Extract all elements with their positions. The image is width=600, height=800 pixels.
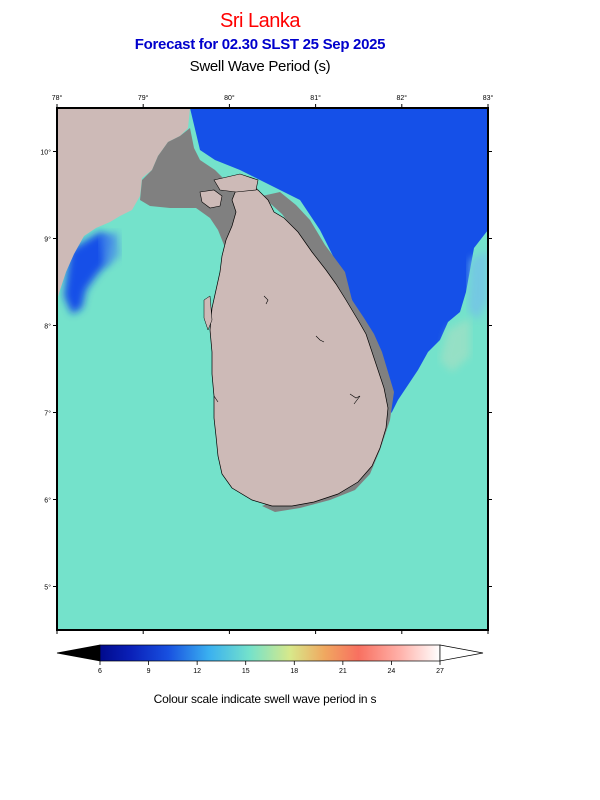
- colorbar-tick-label: 24: [388, 668, 396, 675]
- swell-patch-east: [468, 250, 488, 320]
- lat-tick-label: 7°: [44, 410, 51, 418]
- parameter-title: Swell Wave Period (s): [189, 58, 331, 75]
- colorbar-tick-label: 6: [98, 668, 102, 675]
- forecast-time: Forecast for 02.30 SLST 25 Sep 2025: [134, 36, 386, 53]
- swell-patch-east-2: [440, 318, 470, 372]
- latitude-ticks: 10° 9° 8° 7° 6° 5°: [40, 149, 492, 592]
- colorbar-tick-label: 12: [193, 668, 201, 675]
- lon-tick-label: 82°: [397, 94, 408, 102]
- lon-tick-label: 79°: [138, 94, 149, 102]
- colorbar-tick-label: 15: [242, 668, 250, 675]
- lat-tick-label: 9°: [44, 236, 51, 244]
- colorbar-caption: Colour scale indicate swell wave period …: [153, 692, 377, 706]
- map-title-region: Sri Lanka: [220, 10, 301, 32]
- lake-outline-3: [349, 393, 361, 405]
- colorbar-scale: [99, 644, 441, 662]
- swell-patch-west: [100, 232, 120, 268]
- no-data-palk-strait: [140, 128, 262, 245]
- map-frame: [56, 107, 489, 631]
- mannar-island: [199, 189, 223, 209]
- lon-tick-label: 83°: [483, 94, 494, 102]
- long-period-swell-east: [190, 108, 488, 418]
- lake-outline-1: [263, 295, 269, 305]
- map-area: [57, 108, 488, 630]
- lat-tick-label: 5°: [44, 584, 51, 592]
- lon-tick-label: 80°: [224, 94, 235, 102]
- land-sri-lanka: [209, 185, 389, 507]
- longitude-ticks: 78° 79° 80° 81° 82° 83°: [52, 94, 494, 634]
- kalpitiya: [203, 295, 213, 331]
- colorbar-tick-label: 21: [339, 668, 347, 675]
- lat-tick-label: 10°: [40, 149, 51, 157]
- lon-tick-label: 78°: [52, 94, 63, 102]
- colorbar-low-arrow: [56, 644, 101, 662]
- lake-outline-4: [213, 395, 219, 403]
- long-period-swell-west: [64, 232, 112, 314]
- lat-tick-label: 6°: [44, 497, 51, 505]
- colorbar-tick-label: 9: [147, 668, 151, 675]
- colorbar-tick-label: 18: [290, 668, 298, 675]
- colorbar-high-arrow: [439, 644, 484, 662]
- jaffna-peninsula: [213, 173, 259, 193]
- lon-tick-label: 81°: [310, 94, 321, 102]
- colorbar-ticks: 6 9 12 15 18 21 24 27: [98, 661, 444, 675]
- colorbar-tick-label: 27: [436, 668, 444, 675]
- lake-outline-2: [315, 335, 325, 343]
- lat-tick-label: 8°: [44, 323, 51, 331]
- colorbar: 6 9 12 15 18 21 24 27: [56, 644, 484, 675]
- land-india: [57, 108, 190, 300]
